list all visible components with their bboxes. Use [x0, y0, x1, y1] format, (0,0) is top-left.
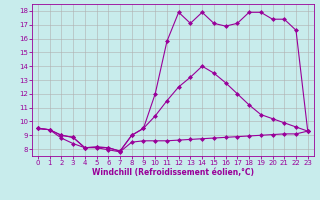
- X-axis label: Windchill (Refroidissement éolien,°C): Windchill (Refroidissement éolien,°C): [92, 168, 254, 177]
